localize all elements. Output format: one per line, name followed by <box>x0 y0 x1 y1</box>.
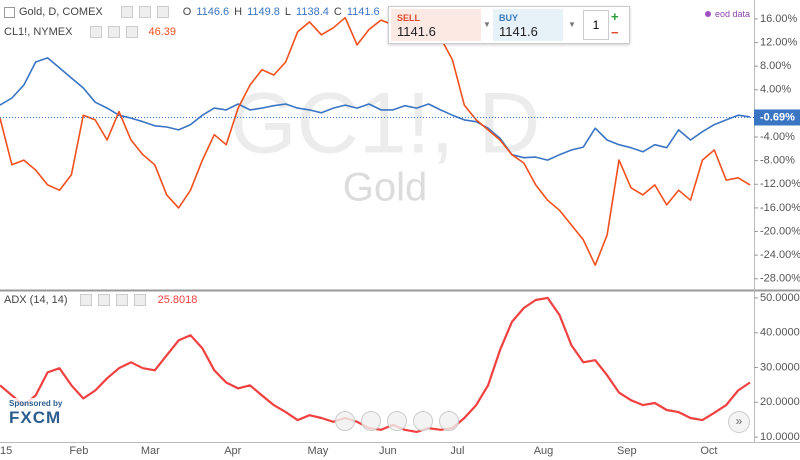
y-tick-label: 4.00% <box>760 84 791 96</box>
x-tick-label: 15 <box>0 445 12 457</box>
ohlc-value: 1141.6 <box>346 6 380 18</box>
x-tick-label: Sep <box>617 445 637 457</box>
icon[interactable] <box>90 26 103 38</box>
y-tick-label: -12.00% <box>760 178 800 190</box>
main-legend: Gold, D, COMEX O 1146.6 H 1149.8 L 1138.4 C 114… <box>4 6 380 18</box>
y-tick-label: 16.00% <box>760 13 798 25</box>
x-tick-label: Jul <box>450 445 464 457</box>
go-to-realtime[interactable]: » <box>728 411 750 433</box>
symbol: Gold, D, COMEX <box>19 6 103 18</box>
y-tick-label: 50.0000 <box>760 292 800 304</box>
ohlc-label: L <box>284 6 292 18</box>
icon[interactable] <box>133 294 146 306</box>
ohlc-label: C <box>333 6 342 18</box>
y-tick-label: -4.00% <box>760 131 795 143</box>
x-tick-label: Mar <box>141 445 160 457</box>
series-line <box>0 15 751 266</box>
dot <box>705 11 711 17</box>
scroll-right[interactable] <box>439 411 459 431</box>
quantity[interactable]: 1 <box>583 10 609 40</box>
trade-widget: SELL 1141.6 ▼ BUY 1141.6 ▼ 1 + − <box>388 6 630 44</box>
icon[interactable] <box>79 294 92 306</box>
y-tick-label: 8.00% <box>760 60 791 72</box>
icon[interactable] <box>108 26 121 38</box>
compare-legend: CL1!, NYMEX 46.39 <box>4 26 176 38</box>
watermark-symbol: GC1!, D <box>230 76 541 172</box>
x-tick-label: Aug <box>534 445 554 457</box>
sell-button[interactable]: SELL 1141.6 <box>391 9 481 41</box>
compare-value: 46.39 <box>148 26 176 38</box>
zoom-out[interactable] <box>361 411 381 431</box>
sell-dropdown[interactable]: ▼ <box>483 20 491 29</box>
ohlc-label: H <box>234 6 243 18</box>
icon[interactable] <box>97 294 110 306</box>
note: eod data <box>715 9 751 19</box>
x-tick-label: May <box>308 445 329 457</box>
last-value-label: -0.69% <box>760 111 795 123</box>
decrease[interactable]: − <box>611 25 619 40</box>
y-tick-label: 12.00% <box>760 36 798 48</box>
ohlc-value: 1149.8 <box>247 6 280 18</box>
buy-price: 1141.6 <box>499 24 538 39</box>
sell-price: 1141.6 <box>397 24 436 39</box>
sell-label: SELL <box>397 13 421 23</box>
x-tick-label: Feb <box>69 445 88 457</box>
y-tick-label: -16.00% <box>760 202 800 214</box>
icon[interactable] <box>115 294 128 306</box>
icon[interactable] <box>126 26 139 38</box>
zoom-in[interactable] <box>413 411 433 431</box>
y-tick-label: 30.0000 <box>760 361 800 373</box>
compare-symbol: CL1!, NYMEX <box>4 26 73 38</box>
ohlc-label: O <box>182 6 192 18</box>
y-tick-label: -20.00% <box>760 225 800 237</box>
y-tick-label: -28.00% <box>760 273 800 285</box>
last-value-box <box>754 109 800 126</box>
sponsor-text: Sponsored by <box>9 399 63 408</box>
indicator-name: ADX (14, 14) <box>4 294 68 306</box>
icon[interactable] <box>120 6 133 18</box>
y-tick-label: -24.00% <box>760 249 800 261</box>
x-tick-label: Jun <box>379 445 397 457</box>
navigation <box>335 411 459 431</box>
y-tick-label: -8.00% <box>760 155 795 167</box>
series-line <box>0 57 751 161</box>
y-tick-label: 10.0000 <box>760 431 800 443</box>
indicator-value: 25.8018 <box>157 294 198 306</box>
buy-label: BUY <box>499 13 519 23</box>
increase[interactable]: + <box>611 9 619 24</box>
y-tick-label: 20.0000 <box>760 396 800 408</box>
buy-button[interactable]: BUY 1141.6 <box>493 9 563 41</box>
y-tick-label: 40.0000 <box>760 327 800 339</box>
adx-legend: ADX (14, 14) 25.8018 <box>4 294 197 306</box>
icon[interactable] <box>138 6 151 18</box>
sponsor-brand: FXCM <box>9 408 62 427</box>
ohlc-value: 1138.4 <box>296 6 329 18</box>
watermark-name: Gold <box>343 166 428 210</box>
sponsor: Sponsored by FXCM <box>6 398 66 429</box>
ohlc-value: 1146.6 <box>196 6 230 18</box>
data-note: eod data <box>705 9 750 19</box>
icon[interactable] <box>156 6 169 18</box>
x-tick-label: Apr <box>224 445 241 457</box>
x-tick-label: Oct <box>700 445 717 457</box>
scroll-left[interactable] <box>335 411 355 431</box>
ohlc: O 1146.6 H 1149.8 L 1138.4 C 1141.6 <box>183 6 380 18</box>
buy-dropdown[interactable]: ▼ <box>568 20 576 29</box>
collapse-icon[interactable] <box>4 6 15 18</box>
reset[interactable] <box>387 411 407 431</box>
